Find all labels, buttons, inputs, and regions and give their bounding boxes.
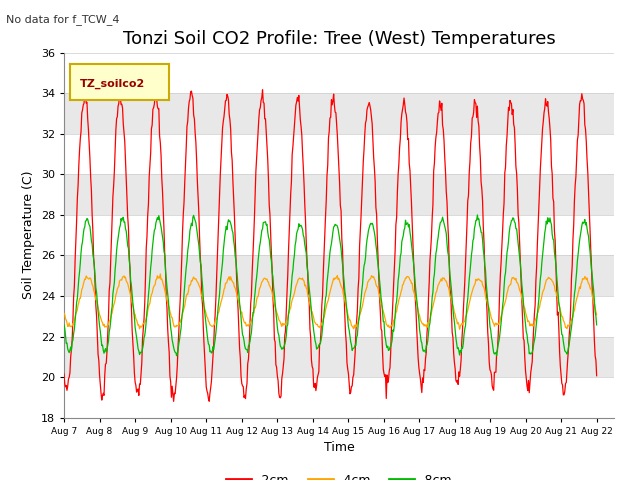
-8cm xyxy=(593,322,600,328)
Line: -2cm: -2cm xyxy=(64,87,596,401)
-8cm xyxy=(179,303,187,309)
-2cm xyxy=(70,294,77,300)
Bar xyxy=(64,215,614,255)
-2cm xyxy=(170,398,177,404)
X-axis label: Time: Time xyxy=(324,441,355,454)
Bar xyxy=(64,377,614,418)
-2cm xyxy=(152,84,160,90)
-8cm xyxy=(207,350,215,356)
Text: No data for f_TCW_4: No data for f_TCW_4 xyxy=(6,14,120,25)
-2cm xyxy=(180,200,188,205)
-4cm xyxy=(70,321,77,327)
-2cm xyxy=(412,306,420,312)
-2cm xyxy=(209,366,216,372)
-4cm xyxy=(593,312,600,317)
-4cm xyxy=(60,311,68,316)
Legend: -2cm, -4cm, -8cm: -2cm, -4cm, -8cm xyxy=(221,468,457,480)
-4cm xyxy=(396,294,403,300)
-4cm xyxy=(412,294,419,300)
Y-axis label: Soil Temperature (C): Soil Temperature (C) xyxy=(22,171,35,300)
-4cm xyxy=(125,284,132,289)
-8cm xyxy=(60,322,68,328)
-2cm xyxy=(397,136,404,142)
-4cm xyxy=(456,326,463,332)
-2cm xyxy=(593,373,600,379)
-8cm xyxy=(474,212,481,218)
Line: -4cm: -4cm xyxy=(64,274,596,329)
-4cm xyxy=(207,323,215,329)
-4cm xyxy=(156,271,164,277)
-8cm xyxy=(173,353,180,359)
-8cm xyxy=(125,245,132,251)
-8cm xyxy=(396,264,403,269)
-2cm xyxy=(125,225,132,231)
Bar xyxy=(64,296,614,336)
-2cm xyxy=(60,371,68,377)
-4cm xyxy=(179,308,187,314)
Bar xyxy=(64,53,614,93)
Title: Tonzi Soil CO2 Profile: Tree (West) Temperatures: Tonzi Soil CO2 Profile: Tree (West) Temp… xyxy=(123,30,556,48)
Line: -8cm: -8cm xyxy=(64,215,596,356)
Bar xyxy=(64,134,614,174)
-8cm xyxy=(70,331,77,336)
-8cm xyxy=(412,280,419,286)
